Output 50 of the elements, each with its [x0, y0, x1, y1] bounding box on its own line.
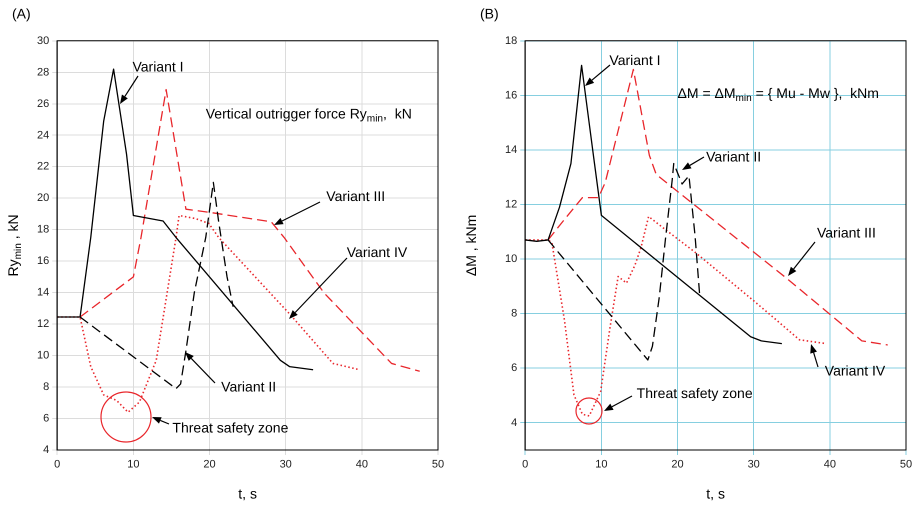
- x-axis-title: t, s: [238, 485, 257, 502]
- y-tick-label: 8: [511, 308, 518, 320]
- y-tick-label: 12: [504, 198, 518, 211]
- annotation: Threat safety zone: [636, 384, 753, 401]
- y-tick-label: 30: [36, 34, 50, 47]
- x-tick-label: 10: [127, 458, 140, 471]
- annotation: Threat safety zone: [172, 420, 289, 436]
- x-tick-label: 50: [432, 458, 444, 471]
- y-tick-label: 18: [504, 34, 518, 47]
- annotation: Variant IV: [346, 244, 408, 260]
- y-tick-label: 4: [43, 444, 50, 456]
- y-tick-label: 10: [36, 350, 50, 362]
- y-tick-label: 8: [43, 381, 50, 394]
- y-tick-label: 22: [36, 160, 50, 173]
- x-axis-title: t, s: [706, 485, 725, 502]
- y-tick-label: 6: [43, 412, 50, 425]
- y-tick-label: 14: [504, 144, 518, 156]
- y-tick-label: 20: [36, 192, 50, 204]
- x-tick-label: 30: [748, 458, 760, 471]
- y-tick-label: 16: [504, 89, 518, 102]
- y-tick-label: 6: [511, 362, 518, 374]
- y-tick-label: 24: [36, 129, 50, 142]
- x-tick-label: 40: [356, 458, 368, 471]
- y-tick-label: 18: [36, 224, 50, 236]
- annotation: Variant III: [326, 188, 386, 204]
- y-tick-label: 12: [36, 318, 50, 330]
- y-tick-label: 4: [511, 416, 518, 429]
- y-tick-label: 28: [36, 66, 50, 78]
- y-tick-label: 10: [504, 253, 518, 266]
- y-tick-label: 26: [36, 98, 50, 110]
- chart-title: (B): [480, 5, 499, 22]
- annotation: Variant IV: [824, 362, 886, 378]
- y-axis-title: Rymin , kN: [4, 214, 24, 276]
- annotation: Variant I: [132, 58, 184, 75]
- annotation: Variant I: [609, 52, 661, 68]
- y-tick-label: 16: [36, 255, 50, 268]
- x-tick-label: 20: [203, 458, 216, 471]
- x-tick-label: 50: [900, 458, 912, 471]
- x-tick-label: 10: [595, 458, 608, 471]
- y-tick-label: 14: [36, 286, 50, 299]
- y-axis-title: ΔM , kNm: [462, 214, 479, 276]
- annotation: Variant II: [221, 378, 276, 394]
- x-tick-label: 20: [671, 458, 684, 471]
- x-tick-label: 30: [280, 458, 292, 471]
- annotation: Variant III: [816, 224, 876, 240]
- x-tick-label: 0: [522, 458, 528, 471]
- x-tick-label: 0: [54, 458, 60, 471]
- annotation: Variant II: [706, 148, 762, 164]
- x-tick-label: 40: [824, 458, 836, 471]
- chart-title: (A): [12, 5, 31, 22]
